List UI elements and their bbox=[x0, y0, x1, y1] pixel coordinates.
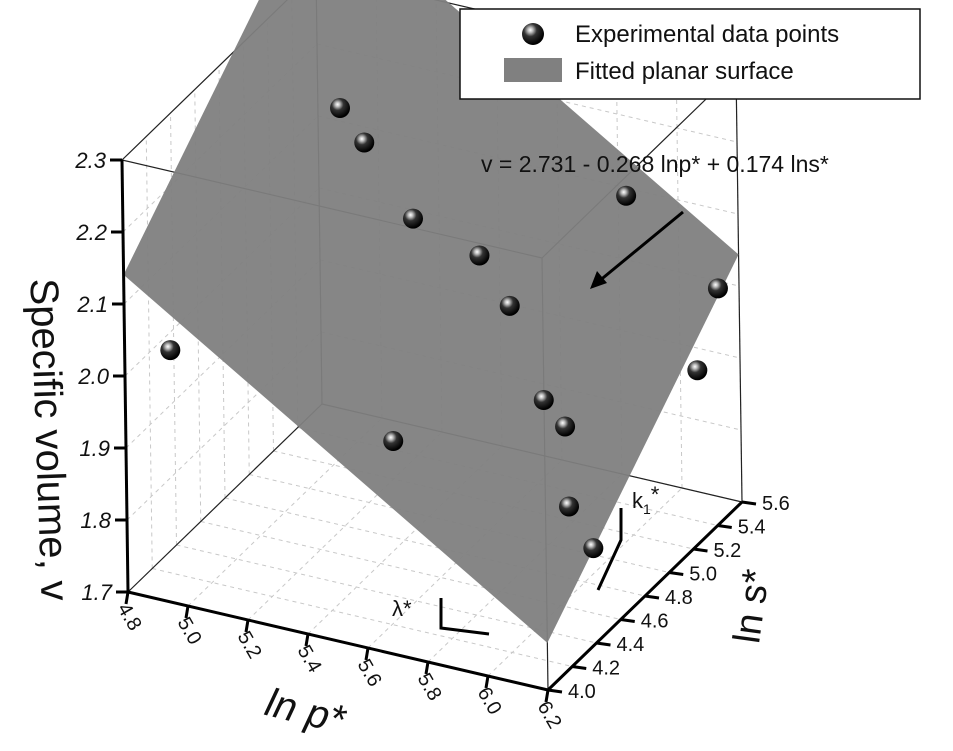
x-tick bbox=[364, 647, 370, 661]
z-axis-title: Specific volume, v bbox=[21, 278, 76, 602]
y-tick-label: 5.4 bbox=[738, 517, 766, 539]
data-point bbox=[583, 538, 604, 559]
y-tick-label: 5.6 bbox=[762, 493, 790, 515]
data-points bbox=[160, 79, 728, 559]
frame-edge bbox=[735, 69, 743, 503]
y-tick-label: 4.8 bbox=[665, 587, 693, 609]
z-tick-label: 2.0 bbox=[77, 364, 109, 389]
grid-line bbox=[487, 487, 683, 677]
legend-swatch-icon bbox=[504, 58, 562, 82]
x-tick-label: 5.8 bbox=[413, 669, 446, 704]
data-point bbox=[160, 340, 181, 361]
z-tick-label: 1.8 bbox=[80, 508, 111, 533]
x-tick bbox=[544, 689, 550, 703]
sphere-marker-icon bbox=[522, 23, 544, 45]
x-tick-label: 6.0 bbox=[473, 683, 506, 718]
data-point bbox=[559, 496, 579, 517]
y-tick bbox=[741, 500, 757, 506]
frame-edge bbox=[127, 403, 323, 593]
z-tick-label: 2.3 bbox=[74, 148, 106, 173]
x-tick-label: 5.4 bbox=[293, 641, 326, 676]
x-tick-label: 5.6 bbox=[353, 655, 386, 690]
z-tick-label: 2.1 bbox=[76, 292, 108, 317]
y-tick-label: 4.6 bbox=[641, 611, 669, 633]
y-tick-label: 4.0 bbox=[568, 681, 596, 703]
x-tick bbox=[304, 633, 310, 647]
data-point bbox=[383, 431, 404, 452]
y-tick-label: 5.0 bbox=[689, 564, 717, 586]
axes: 4.8 5.0 5.2 5.4 5.6 5.8 6.0 6.24.04.24.44.64.85… bbox=[74, 148, 789, 733]
legend: Experimental data points Fitted planar s… bbox=[459, 8, 921, 100]
data-point bbox=[616, 185, 637, 206]
kappa-indicator bbox=[596, 508, 623, 591]
x-tick-label: 5.0 bbox=[173, 613, 206, 648]
fitted-plane-surface bbox=[123, 0, 739, 643]
z-tick-label: 1.7 bbox=[81, 580, 112, 605]
x-axis-line bbox=[127, 590, 549, 692]
lambda-indicator bbox=[439, 598, 490, 636]
z-tick-label: 1.9 bbox=[79, 436, 110, 461]
y-tick bbox=[669, 571, 684, 576]
legend-item-points: Experimental data points bbox=[575, 21, 839, 48]
x-tick bbox=[244, 619, 250, 633]
kappa-label: k1* bbox=[632, 482, 660, 517]
y-tick bbox=[547, 688, 563, 694]
x-tick bbox=[124, 591, 130, 605]
data-point bbox=[499, 295, 520, 316]
y-tick-label: 4.2 bbox=[592, 658, 620, 680]
y-tick bbox=[572, 665, 587, 670]
y-tick bbox=[620, 618, 635, 623]
y-axis-title: ln s* bbox=[726, 567, 778, 646]
data-point bbox=[402, 208, 423, 229]
data-point bbox=[555, 416, 576, 437]
y-tick bbox=[644, 594, 660, 600]
x-tick bbox=[424, 661, 430, 675]
fitted-plane bbox=[123, 0, 739, 643]
y-tick bbox=[596, 641, 611, 647]
y-tick-label: 5.2 bbox=[714, 540, 742, 562]
x-tick bbox=[184, 605, 190, 619]
legend-item-plane: Fitted planar surface bbox=[575, 58, 794, 85]
x-tick-label: 5.2 bbox=[233, 627, 266, 662]
x-tick-label: 4.8 bbox=[113, 599, 146, 634]
x-axis-title: ln p* bbox=[261, 680, 351, 742]
x-tick bbox=[484, 675, 490, 689]
y-tick-label: 4.4 bbox=[617, 634, 645, 656]
equation-label: v = 2.731 - 0.268 lnp* + 0.174 lns* bbox=[481, 151, 829, 177]
data-point bbox=[707, 278, 728, 299]
z-tick-label: 2.2 bbox=[75, 220, 107, 245]
x-tick-label: 6.2 bbox=[533, 697, 566, 732]
data-point bbox=[533, 390, 554, 411]
data-point bbox=[469, 245, 490, 266]
y-tick bbox=[717, 524, 732, 529]
arrow-icon bbox=[590, 210, 684, 289]
data-point bbox=[330, 98, 351, 119]
lambda-label: λ* bbox=[392, 596, 412, 621]
data-point bbox=[687, 360, 708, 381]
y-tick bbox=[693, 547, 708, 553]
data-point bbox=[354, 132, 375, 153]
